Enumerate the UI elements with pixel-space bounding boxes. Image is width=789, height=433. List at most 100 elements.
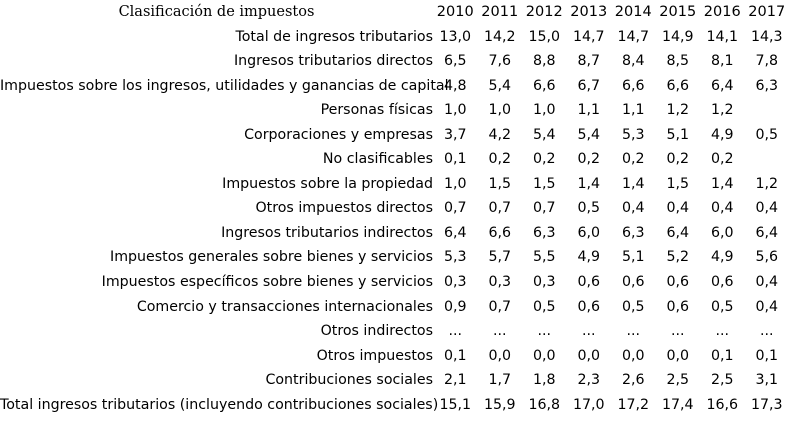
cell-2014: 1,4	[621, 175, 645, 192]
cell-2015: 8,5	[666, 53, 690, 70]
column-header-2015: 2015	[659, 4, 697, 20]
row-label: Corporaciones y empresas	[244, 126, 433, 143]
table-row: No clasificables 0,1 0,2 0,2 0,2 0,2 0,2 0,2	[0, 147, 789, 172]
cell-2011: 0,7	[488, 200, 512, 217]
cell-2015: 6,6	[666, 77, 690, 94]
row-label: Ingresos tributarios directos	[234, 53, 433, 70]
cell-2011: 4,2	[488, 126, 512, 143]
cell-2017: 0,4	[755, 298, 779, 315]
cell-2012: 1,8	[532, 372, 556, 389]
cell-2012: 16,8	[528, 396, 561, 413]
cell-2010: 6,5	[443, 53, 467, 70]
cell-2015: 14,9	[661, 28, 694, 45]
cell-2016: 0,1	[710, 347, 734, 364]
cell-2013: 1,1	[577, 102, 601, 119]
cell-2016: 4,9	[710, 126, 734, 143]
cell-2016: 0,4	[710, 200, 734, 217]
cell-2015: 6,4	[666, 224, 690, 241]
column-header-2013: 2013	[570, 4, 608, 20]
column-header-2017: 2017	[748, 4, 786, 20]
cell-2017: 3,1	[755, 372, 779, 389]
cell-2017: 0,5	[755, 126, 779, 143]
cell-2016: 2,5	[710, 372, 734, 389]
cell-2011: ...	[492, 323, 507, 340]
cell-2011: 7,6	[488, 53, 512, 70]
cell-2015: 0,2	[666, 151, 690, 168]
row-label: Personas físicas	[320, 102, 433, 119]
table-row: Total de ingresos tributarios 13,0 14,2 15,…	[0, 25, 789, 50]
cell-2013: 0,6	[577, 298, 601, 315]
cell-2010: 1,0	[443, 102, 467, 119]
table-row: Ingresos tributarios directos 6,5 7,6 8,8 8,…	[0, 49, 789, 74]
column-header-classification: Clasificación de impuestos	[118, 4, 315, 20]
cell-2012: 5,5	[532, 249, 556, 266]
cell-2012: 0,3	[532, 274, 556, 291]
cell-2015: 0,4	[666, 200, 690, 217]
cell-2012: 15,0	[528, 28, 561, 45]
cell-2011: 15,9	[483, 396, 516, 413]
cell-2016: ...	[715, 323, 730, 340]
table-row: Comercio y transacciones internacionales…	[0, 295, 789, 320]
table-row: Otros impuestos 0,1 0,0 0,0 0,0 0,0 0,0 0,1 0,1	[0, 344, 789, 369]
cell-2016: 6,0	[710, 224, 734, 241]
table-header: Clasificación de impuestos 2010 2011 201…	[0, 0, 789, 25]
row-label: Impuestos específicos sobre bienes y ser…	[101, 274, 433, 291]
cell-2017: 0,4	[755, 274, 779, 291]
cell-2013: 1,4	[577, 175, 601, 192]
table-body: Total de ingresos tributarios 13,0 14,2 15,…	[0, 25, 789, 418]
cell-2011: 0,7	[488, 298, 512, 315]
row-label: Otros impuestos	[316, 347, 433, 364]
cell-2015: 1,2	[666, 102, 690, 119]
cell-2011: 5,7	[488, 249, 512, 266]
cell-2014: 8,4	[621, 53, 645, 70]
cell-2012: 5,4	[532, 126, 556, 143]
cell-2014: 6,3	[621, 224, 645, 241]
row-label: No clasificables	[322, 151, 433, 168]
cell-2010: 6,4	[443, 224, 467, 241]
cell-2011: 6,6	[488, 224, 512, 241]
cell-2015: 0,6	[666, 298, 690, 315]
cell-2016: 6,4	[710, 77, 734, 94]
cell-2015: ...	[670, 323, 685, 340]
table-row: Impuestos específicos sobre bienes y ser…	[0, 270, 789, 295]
cell-2012: 6,6	[532, 77, 556, 94]
table-row: Impuestos sobre la propiedad 1,0 1,5 1,5 1,4…	[0, 172, 789, 197]
cell-2011: 0,3	[488, 274, 512, 291]
cell-2013: 17,0	[572, 396, 605, 413]
cell-2017: 0,1	[755, 347, 779, 364]
cell-2014: 2,6	[621, 372, 645, 389]
cell-2013: 0,0	[577, 347, 601, 364]
cell-2016: 14,1	[706, 28, 739, 45]
table-row: Personas físicas 1,0 1,0 1,0 1,1 1,1 1,2 1,2	[0, 98, 789, 123]
cell-2010: 0,1	[443, 151, 467, 168]
row-label: Impuestos generales sobre bienes y servi…	[110, 249, 433, 266]
cell-2012: 0,2	[532, 151, 556, 168]
cell-2011: 14,2	[483, 28, 516, 45]
cell-2015: 0,6	[666, 274, 690, 291]
cell-2016: 16,6	[706, 396, 739, 413]
cell-2010: 4,8	[443, 77, 467, 94]
cell-2014: ...	[626, 323, 641, 340]
table-row: Impuestos sobre los ingresos, utilidades…	[0, 74, 789, 99]
cell-2013: 14,7	[572, 28, 605, 45]
column-header-2014: 2014	[614, 4, 652, 20]
cell-2014: 0,5	[621, 298, 645, 315]
cell-2014: 5,3	[621, 126, 645, 143]
table-row: Otros indirectos........................	[0, 319, 789, 344]
cell-2011: 5,4	[488, 77, 512, 94]
cell-2010: 5,3	[443, 249, 467, 266]
cell-2016: 0,2	[710, 151, 734, 168]
cell-2017: 14,3	[750, 28, 783, 45]
cell-2013: 0,5	[577, 200, 601, 217]
cell-2013: 4,9	[577, 249, 601, 266]
cell-2013: 5,4	[577, 126, 601, 143]
cell-2010: 15,1	[439, 396, 472, 413]
cell-2017: 7,8	[755, 53, 779, 70]
cell-2010: 0,3	[443, 274, 467, 291]
cell-2010: 0,7	[443, 200, 467, 217]
column-header-2012: 2012	[525, 4, 563, 20]
cell-2015: 17,4	[661, 396, 694, 413]
cell-2013: 2,3	[577, 372, 601, 389]
row-label: Impuestos sobre la propiedad	[222, 175, 433, 192]
